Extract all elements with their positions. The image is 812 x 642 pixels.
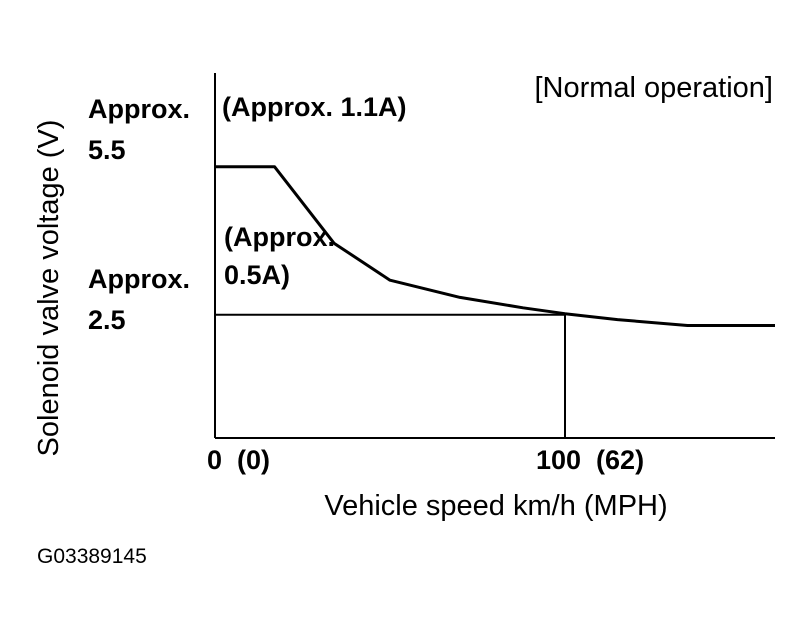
y-tick-label-2.5-line1: Approx.: [88, 264, 190, 294]
y-tick-label-5.5-line1: Approx.: [88, 94, 190, 124]
y-tick-label-5.5-line2: 5.5: [88, 135, 126, 165]
condition-label: [Normal operation]: [534, 72, 773, 104]
y-axis-label: Solenoid valve voltage (V): [33, 120, 65, 457]
annotation-high-current: (Approx. 1.1A): [222, 92, 407, 122]
x-axis-label: Vehicle speed km/h (MPH): [324, 490, 667, 522]
x-tick-label-0: 0 (0): [207, 445, 270, 475]
annotation-low-current-line2: 0.5A): [224, 260, 290, 290]
x-tick-label-100: 100 (62): [536, 445, 644, 475]
y-tick-label-2.5-line2: 2.5: [88, 305, 126, 335]
voltage-curve: [215, 165, 775, 327]
annotation-low-current-line1: (Approx.: [224, 222, 335, 252]
figure-id: G03389145: [37, 545, 147, 568]
